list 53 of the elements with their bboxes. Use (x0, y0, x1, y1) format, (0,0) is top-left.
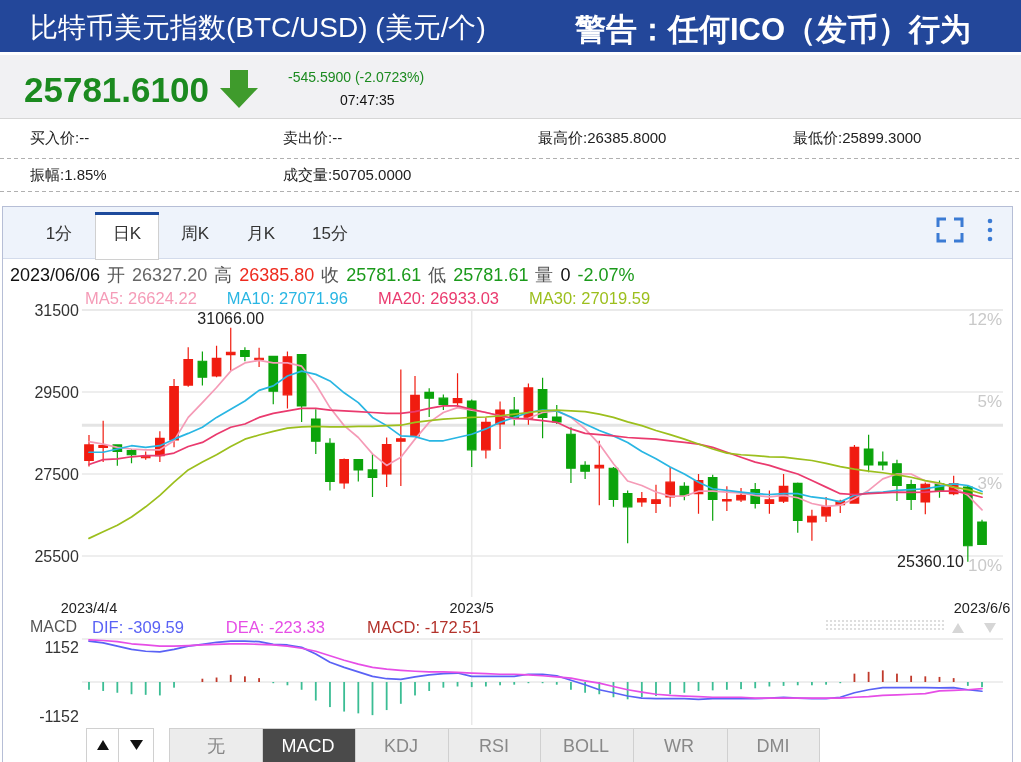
y-tick-label: 31500 (34, 301, 79, 319)
y-tick-label: 27500 (34, 465, 79, 483)
text: -545.5900 (-2.0723%) (288, 69, 425, 85)
text: 1分 (45, 224, 73, 243)
text: 振幅:1.85% (30, 166, 107, 183)
y-tick-label: 25500 (34, 547, 79, 565)
text: 最低价:25899.3000 (793, 129, 922, 146)
text: 成交量:50705.0000 (283, 166, 412, 183)
text: 高 (214, 265, 233, 285)
text: MA20: 26933.03 (377, 289, 500, 307)
text: -2.07% (577, 265, 635, 285)
text: 收 (321, 265, 340, 285)
text: 月K (246, 224, 276, 243)
text: 警告：任何ICO（发币）行为 (574, 12, 972, 47)
text: 26385.80 (239, 265, 315, 285)
series-label: DEA: -223.33 (225, 618, 325, 636)
y-tick-label: 1152 (44, 639, 79, 657)
text: 开 (107, 265, 126, 285)
text: 买入价:-- (30, 129, 90, 146)
text: 2023/06/06 (10, 265, 101, 285)
y-tick-label: 29500 (34, 383, 79, 401)
text: MA30: 27019.59 (529, 289, 651, 307)
text: BOLL (562, 736, 610, 756)
text: 0 (560, 265, 571, 285)
y-tick-label: -1152 (39, 707, 79, 725)
text: KDJ (383, 736, 419, 756)
text: WR (664, 736, 694, 756)
text: 比特币美元指数(BTC/USD) (美元/个) (30, 12, 486, 43)
annotation: 25360.10 (897, 553, 964, 571)
text: 无 (207, 736, 225, 756)
series-label: DIF: -309.59 (92, 618, 184, 636)
chart-title: MACD (30, 618, 78, 635)
text: 卖出价:-- (283, 129, 343, 146)
text: RSI (478, 736, 510, 756)
text: 26327.20 (132, 265, 208, 285)
text: 周K (180, 224, 210, 243)
x-tick-label: 2023/6/6 (953, 600, 1011, 616)
text: 量 (535, 265, 554, 285)
text: MA10: 27071.96 (226, 289, 348, 307)
x-tick-label: 2023/4/4 (60, 600, 118, 616)
text: 日K (112, 224, 142, 243)
text: 25781.61 (346, 265, 422, 285)
annotation: 31066.00 (197, 309, 265, 327)
text: 25781.61 (453, 265, 529, 285)
text: 低 (428, 265, 447, 285)
text: 25781.6100 (24, 70, 209, 109)
text: 07:47:35 (340, 92, 395, 108)
text: 最高价:26385.8000 (538, 129, 667, 146)
text: MACD (281, 736, 335, 756)
x-tick-label: 2023/5 (449, 600, 494, 616)
text: 15分 (312, 224, 348, 243)
text: DMI (756, 736, 790, 756)
text: MA5: 26624.22 (84, 289, 197, 307)
